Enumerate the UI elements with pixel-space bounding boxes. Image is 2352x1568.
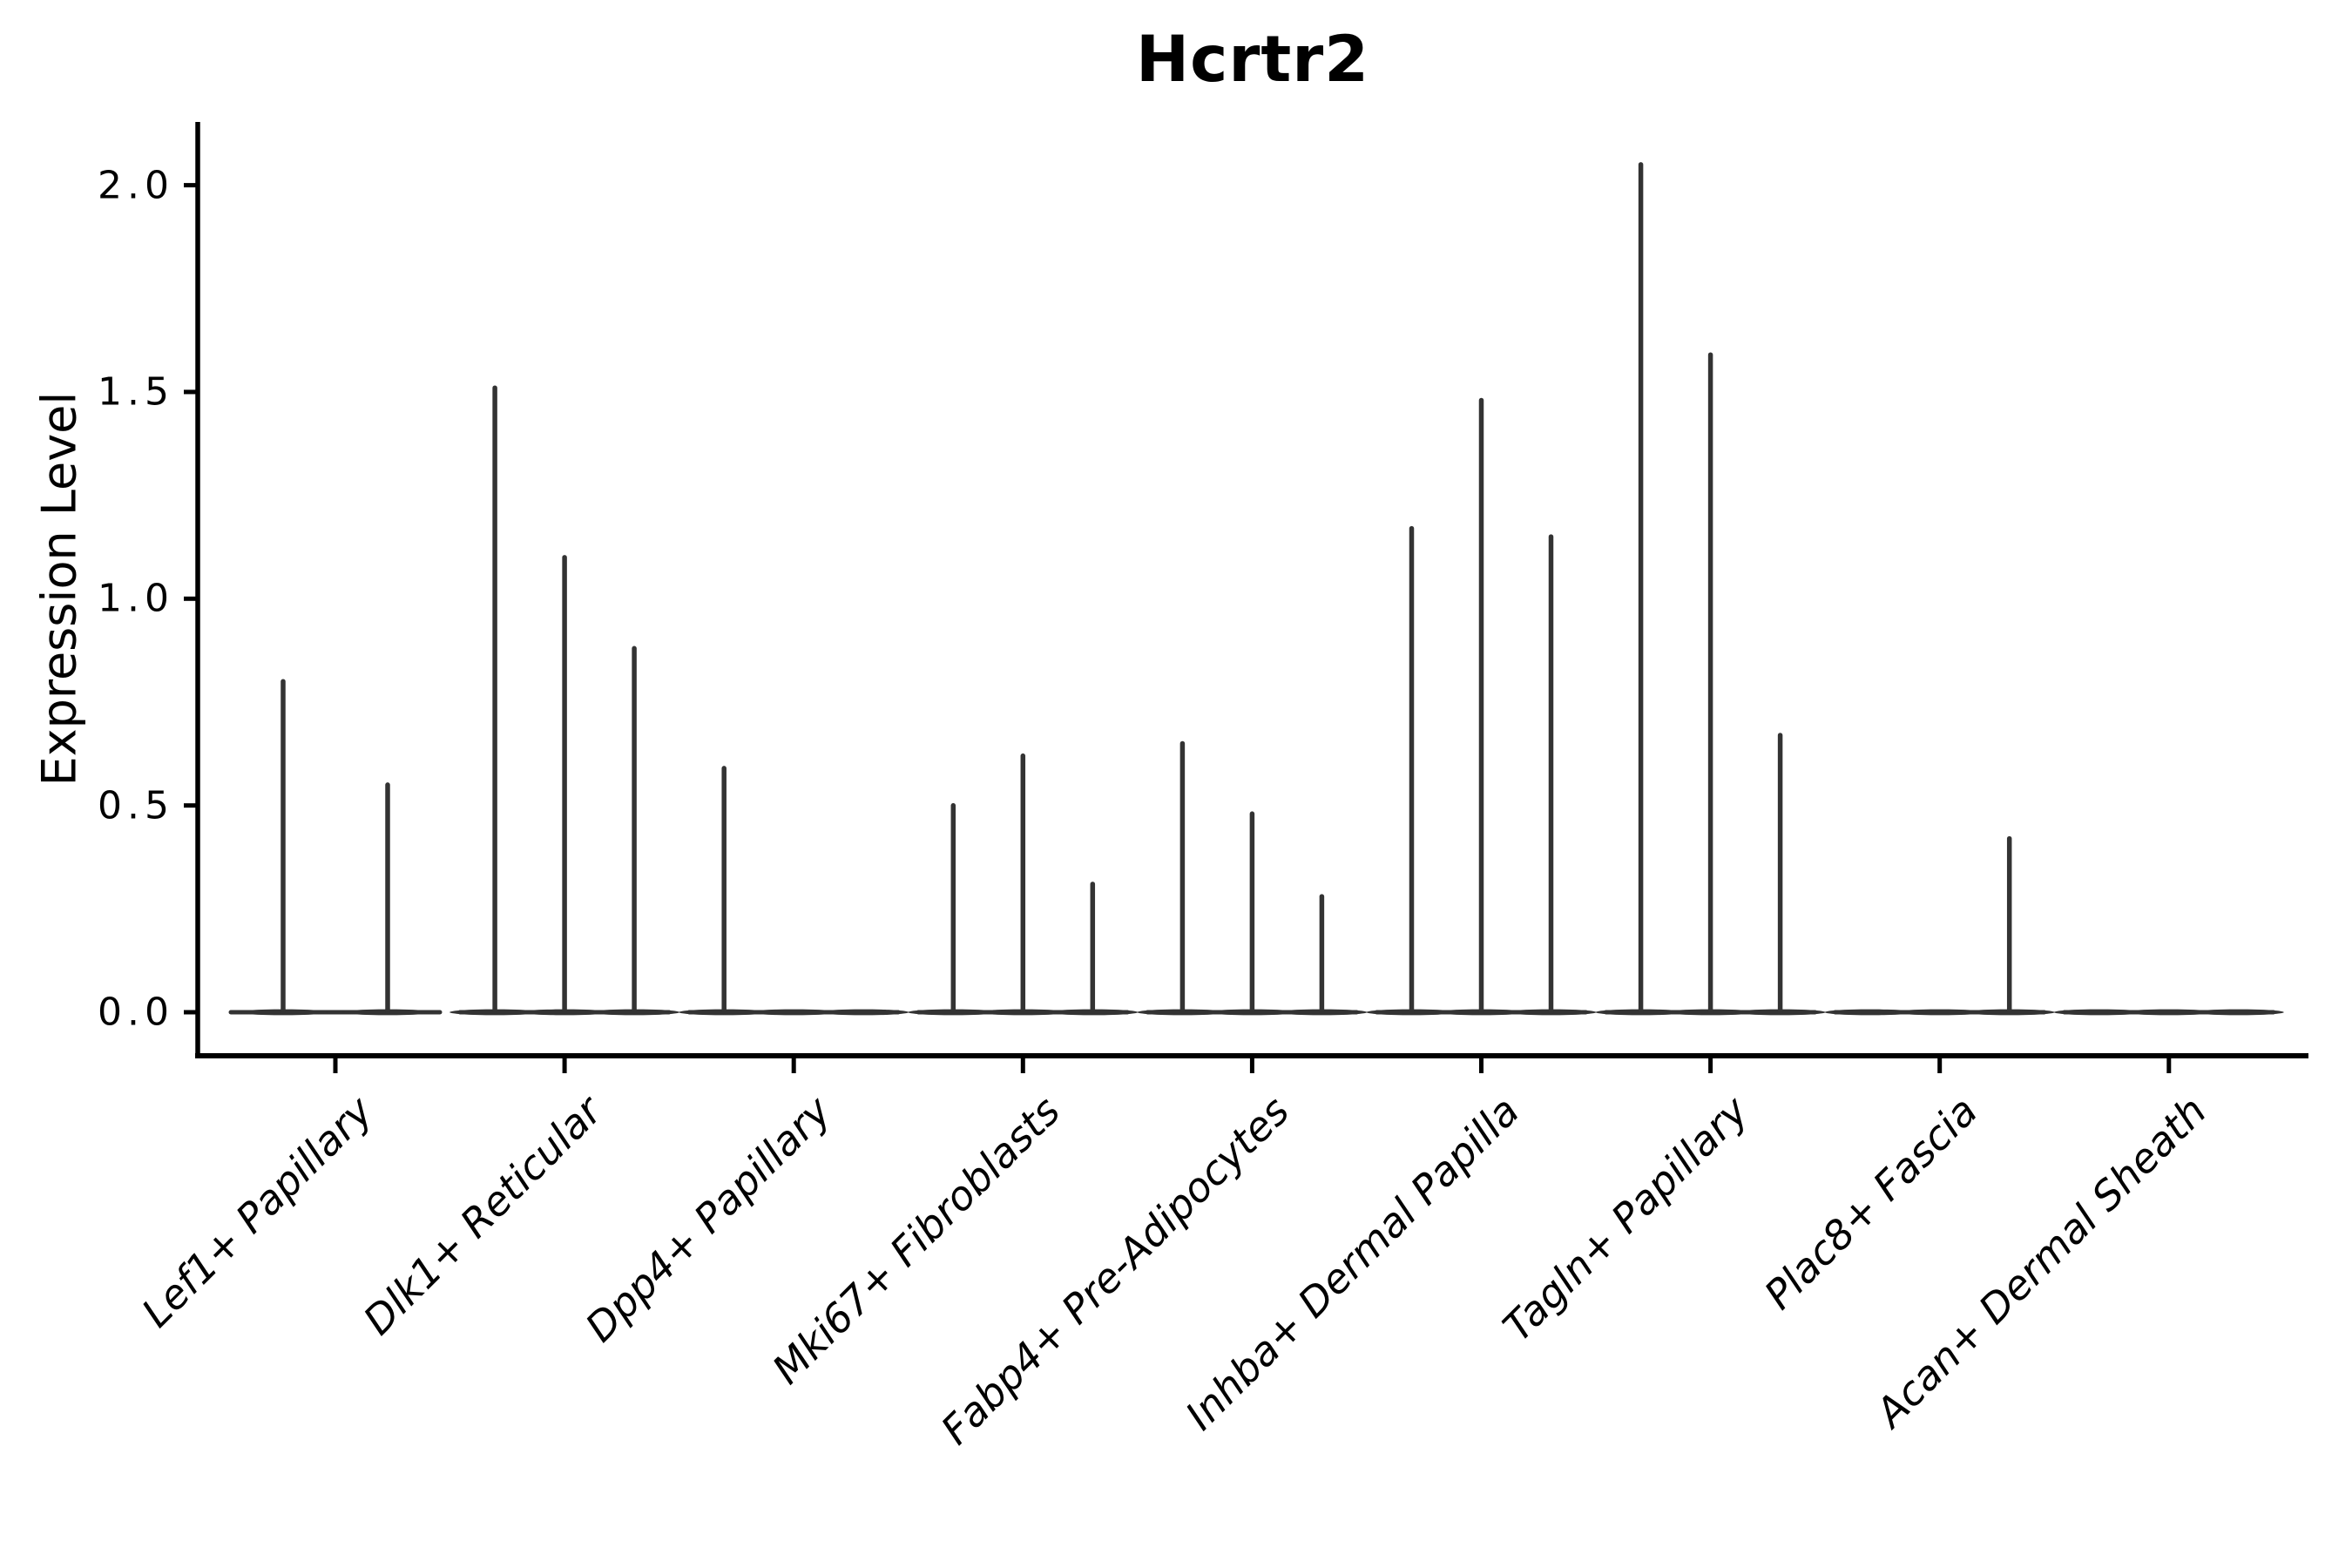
y-tick-label: 2.0: [98, 163, 174, 208]
violin-base-bulge: [2193, 1009, 2284, 1016]
violin-base-bulge: [1894, 1009, 1985, 1016]
y-tick-label: 0.0: [98, 990, 174, 1035]
y-tick-label: 1.0: [98, 576, 174, 621]
violin-base-bulge: [2053, 1009, 2145, 1016]
violin-base-bulge: [2123, 1009, 2214, 1016]
violin-base-bulge: [1824, 1009, 1916, 1016]
plot-title: Hcrtr2: [1135, 23, 1370, 97]
y-tick-label: 1.5: [98, 369, 174, 415]
violin-base-bulge: [818, 1009, 909, 1016]
y-tick-label: 0.5: [98, 783, 174, 828]
violin-base-bulge: [748, 1009, 840, 1016]
